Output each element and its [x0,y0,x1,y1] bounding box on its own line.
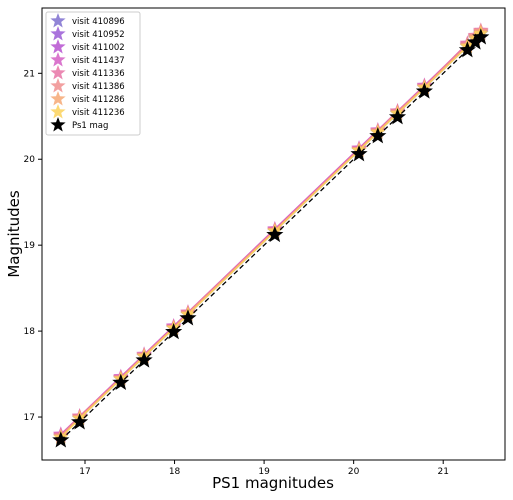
star-marker [52,431,70,448]
star-marker [112,373,130,390]
x-tick-label: 19 [258,467,270,477]
star-marker [415,82,433,99]
legend-label: visit 410896 [72,17,125,27]
legend-label: visit 411002 [72,43,125,53]
star-marker [165,322,183,340]
legend-box [45,11,141,136]
star-marker [179,309,197,326]
legend-marker [50,78,66,93]
x-tick-label: 21 [437,467,448,477]
plot-frame [41,7,506,461]
legend-marker [50,104,66,119]
star-marker [472,28,490,45]
y-tick-label: 18 [24,327,36,337]
legend-marker [50,91,66,106]
star-marker [350,145,368,162]
star-marker [266,225,284,243]
star-marker [388,108,407,125]
star-marker [71,413,89,430]
star-marker [458,41,476,58]
star-marker [466,33,485,50]
x-tick-label: 20 [348,467,360,477]
y-tick-label: 17 [24,413,35,423]
y-axis-label: Magnitudes [5,190,23,277]
star-marker [135,351,153,368]
legend-label: visit 411286 [72,95,125,105]
legend-marker [50,117,66,132]
legend: visit 410896 visit 410952 visit 411002 visi… [45,11,141,136]
series-line [60,33,482,439]
y-tick-label: 21 [24,69,35,79]
legend-marker [50,52,66,67]
legend-label: visit 411336 [72,69,125,79]
legend-label: visit 411386 [72,82,125,92]
legend-label: visit 411437 [72,56,125,66]
series-line [60,36,482,441]
y-tick-label: 19 [24,241,36,251]
legend-label: visit 410952 [72,30,125,40]
legend-label: Ps1 mag [72,121,108,131]
x-axis-label: PS1 magnitudes [212,474,334,492]
star-marker [369,127,387,144]
x-tick-label: 18 [169,467,181,477]
legend-marker [50,13,66,28]
legend-marker [50,65,66,80]
y-tick-label: 20 [24,155,36,165]
legend-marker [50,39,66,54]
legend-marker [50,26,66,41]
legend-label: visit 411236 [72,108,125,118]
x-tick-label: 17 [79,467,90,477]
